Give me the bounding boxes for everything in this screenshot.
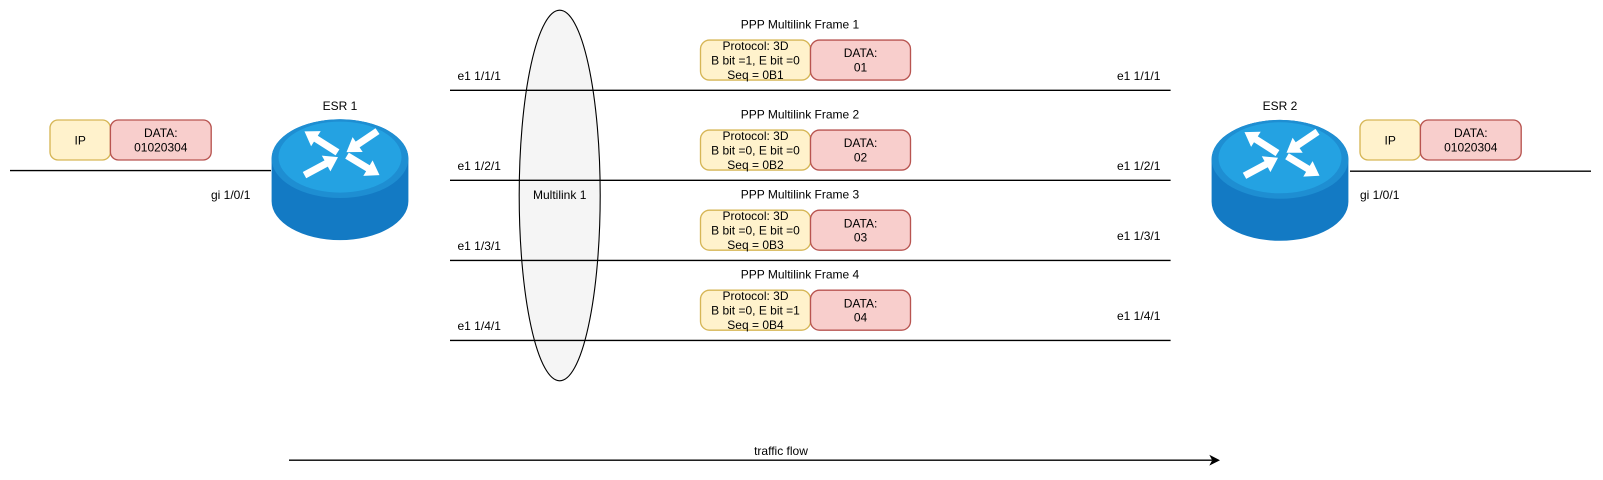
svg-text:gi 1/0/1: gi 1/0/1 [211, 188, 251, 202]
svg-text:e1 1/1/1: e1 1/1/1 [1117, 69, 1161, 83]
svg-text:01020304: 01020304 [1444, 141, 1498, 155]
svg-text:Seq = 0B2: Seq = 0B2 [727, 158, 784, 172]
svg-text:Protocol: 3D: Protocol: 3D [722, 129, 788, 143]
svg-text:01020304: 01020304 [134, 141, 188, 155]
svg-text:ESR 2: ESR 2 [1263, 99, 1298, 113]
svg-text:PPP Multilink Frame 4: PPP Multilink Frame 4 [741, 268, 860, 282]
svg-text:Seq = 0B4: Seq = 0B4 [727, 318, 784, 332]
svg-text:DATA:: DATA: [844, 46, 878, 60]
svg-text:Seq = 0B1: Seq = 0B1 [727, 68, 784, 82]
svg-text:B bit =0, E bit =0: B bit =0, E bit =0 [711, 143, 800, 157]
svg-text:IP: IP [75, 133, 86, 147]
svg-text:02: 02 [854, 151, 868, 165]
svg-text:Protocol: 3D: Protocol: 3D [722, 289, 788, 303]
svg-text:Seq = 0B3: Seq = 0B3 [727, 238, 784, 252]
svg-text:DATA:: DATA: [144, 126, 178, 140]
svg-text:e1 1/3/1: e1 1/3/1 [1117, 229, 1161, 243]
svg-text:DATA:: DATA: [844, 296, 878, 310]
svg-text:Protocol: 3D: Protocol: 3D [722, 39, 788, 53]
svg-text:B bit =0, E bit =1: B bit =0, E bit =1 [711, 304, 800, 318]
svg-text:DATA:: DATA: [1454, 126, 1488, 140]
svg-text:PPP Multilink Frame 3: PPP Multilink Frame 3 [741, 188, 860, 202]
svg-text:Multilink 1: Multilink 1 [533, 188, 587, 202]
svg-text:04: 04 [854, 311, 868, 325]
svg-text:traffic flow: traffic flow [754, 444, 808, 458]
svg-text:DATA:: DATA: [844, 216, 878, 230]
svg-text:PPP Multilink Frame 1: PPP Multilink Frame 1 [741, 18, 860, 32]
svg-text:e1 1/2/1: e1 1/2/1 [458, 159, 502, 173]
svg-text:e1 1/1/1: e1 1/1/1 [458, 69, 502, 83]
svg-text:DATA:: DATA: [844, 136, 878, 150]
svg-text:B bit =0, E bit =0: B bit =0, E bit =0 [711, 224, 800, 238]
svg-text:e1 1/4/1: e1 1/4/1 [458, 319, 502, 333]
svg-text:Protocol: 3D: Protocol: 3D [722, 209, 788, 223]
svg-text:ESR 1: ESR 1 [323, 99, 358, 113]
svg-text:gi 1/0/1: gi 1/0/1 [1360, 188, 1400, 202]
svg-text:e1 1/3/1: e1 1/3/1 [458, 239, 502, 253]
svg-text:IP: IP [1385, 133, 1396, 147]
svg-text:PPP Multilink Frame 2: PPP Multilink Frame 2 [741, 108, 860, 122]
svg-text:B bit =1, E bit =0: B bit =1, E bit =0 [711, 53, 800, 67]
svg-text:01: 01 [854, 61, 868, 75]
svg-text:e1 1/2/1: e1 1/2/1 [1117, 159, 1161, 173]
svg-text:03: 03 [854, 231, 868, 245]
svg-text:e1 1/4/1: e1 1/4/1 [1117, 309, 1161, 323]
